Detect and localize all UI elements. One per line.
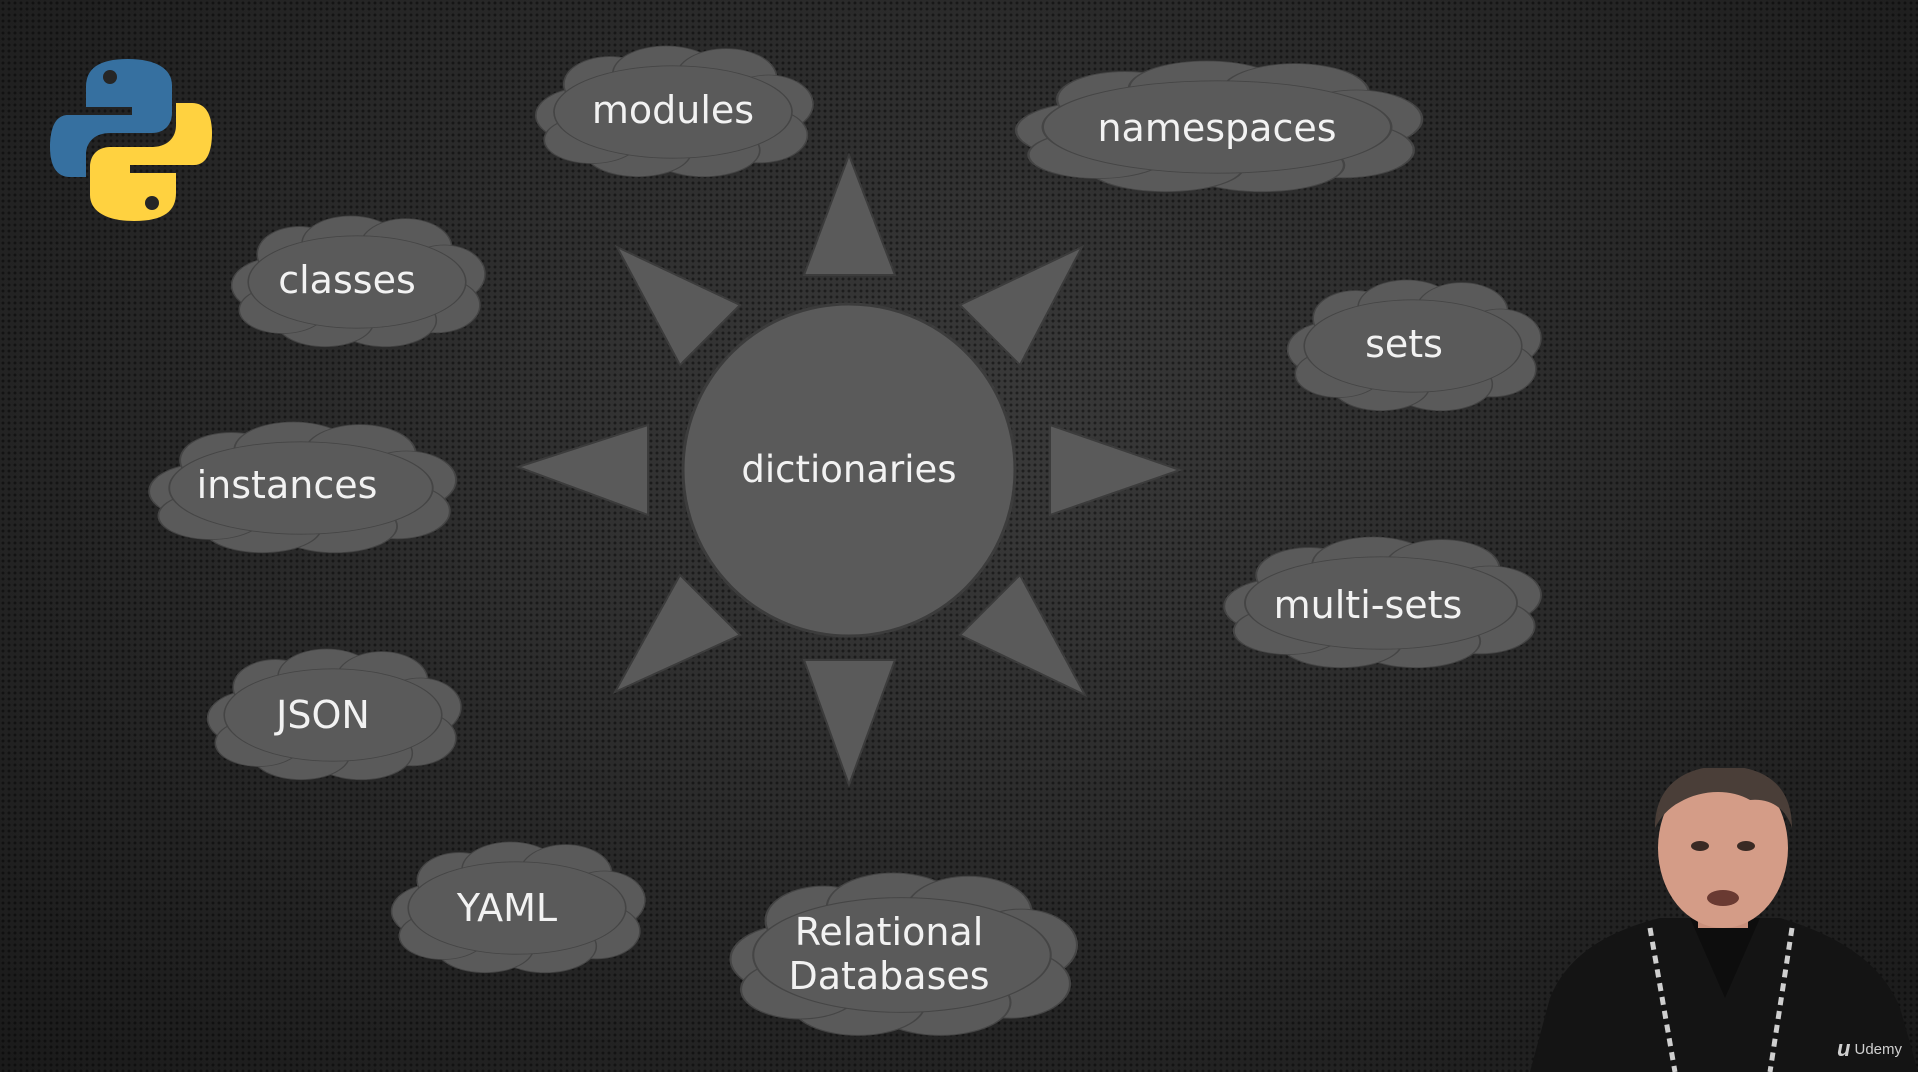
sun-rays (514, 152, 1184, 788)
python-logo-icon (50, 59, 212, 221)
cloud-label-modules: modules (591, 88, 755, 132)
udemy-watermark-label: Udemy (1854, 1040, 1902, 1058)
cloud-label-relational-databases: Relational Databases (788, 910, 990, 998)
ray-east (1049, 423, 1184, 517)
ray-west (514, 423, 649, 517)
ray-southwest (612, 573, 742, 695)
center-circle (681, 302, 1017, 638)
ray-south (802, 659, 897, 788)
ray-northeast (958, 244, 1085, 367)
cloud-label-classes: classes (278, 258, 416, 302)
presenter-video (1530, 768, 1918, 1072)
ray-southeast (958, 573, 1088, 698)
udemy-watermark: u Udemy (1837, 1036, 1902, 1062)
cloud-label-multi-sets: multi-sets (1273, 583, 1463, 627)
cloud-label-instances: instances (196, 463, 378, 507)
cloud-label-json: JSON (276, 693, 370, 737)
ray-north (802, 152, 897, 276)
udemy-logo-icon: u (1837, 1036, 1851, 1061)
center-label: dictionaries (741, 447, 957, 491)
cloud-label-sets: sets (1365, 322, 1443, 366)
cloud-label-namespaces: namespaces (1097, 106, 1337, 150)
cloud-label-yaml: YAML (456, 886, 558, 930)
ray-northwest (614, 244, 742, 367)
